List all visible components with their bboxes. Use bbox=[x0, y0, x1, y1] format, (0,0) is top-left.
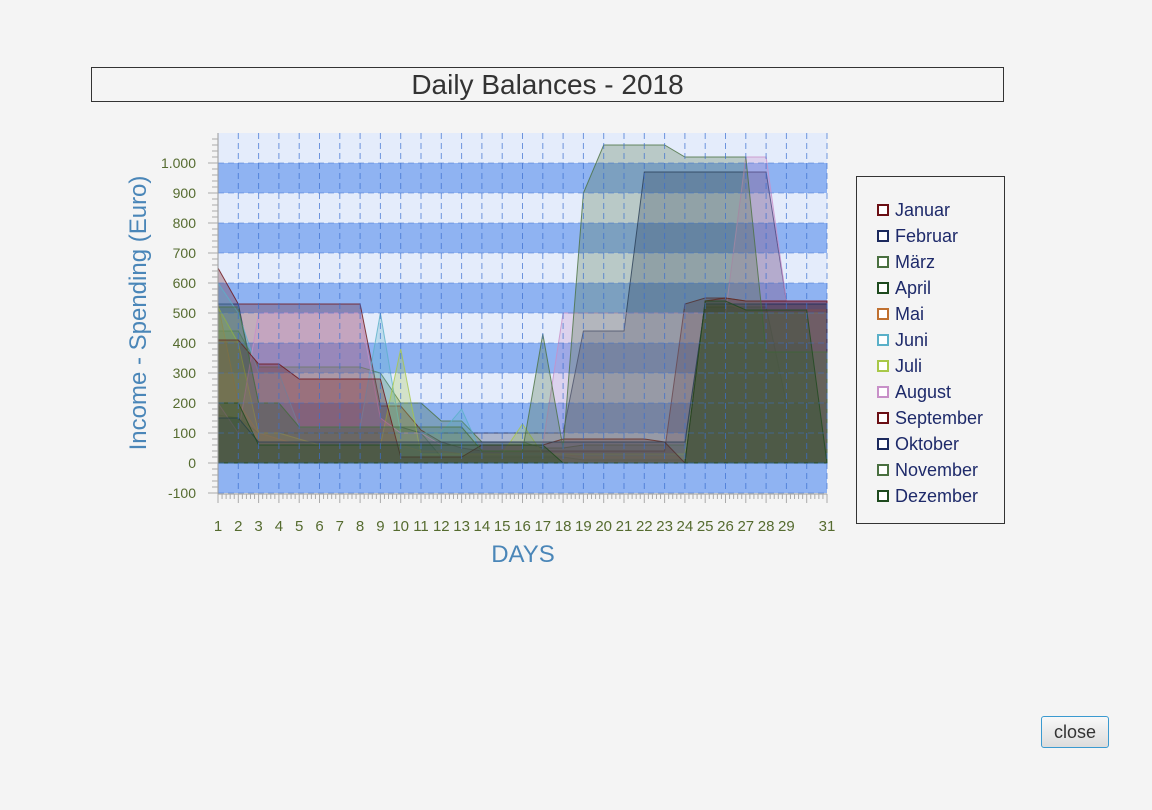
y-tick-label: 300 bbox=[173, 365, 197, 381]
grid-layer bbox=[217, 133, 828, 494]
x-tick-label: 25 bbox=[697, 518, 714, 535]
legend-swatch bbox=[877, 308, 889, 320]
series-area-november bbox=[217, 144, 828, 464]
x-tick-label: 11 bbox=[413, 518, 429, 535]
legend-label: März bbox=[895, 251, 935, 272]
x-tick-label: 26 bbox=[717, 518, 734, 535]
legend-label: Juli bbox=[895, 355, 923, 376]
x-tick-label: 17 bbox=[534, 518, 551, 535]
x-tick-label: 12 bbox=[433, 518, 450, 535]
x-tick-label: 18 bbox=[555, 518, 572, 535]
legend-label: April bbox=[895, 277, 932, 298]
x-tick-label: 29 bbox=[778, 518, 795, 535]
y-tick-label: 100 bbox=[173, 425, 197, 441]
x-tick-label: 19 bbox=[575, 518, 592, 535]
x-tick-label: 22 bbox=[636, 518, 653, 535]
y-tick-label: 200 bbox=[173, 395, 197, 411]
legend-label: September bbox=[895, 407, 984, 428]
legend-swatch bbox=[877, 282, 889, 294]
x-tick-label: 10 bbox=[392, 518, 409, 535]
x-tick-label: 7 bbox=[336, 518, 344, 535]
legend-label: Dezember bbox=[895, 485, 979, 506]
x-tick-label: 2 bbox=[234, 518, 242, 535]
y-axis-label: Income - Spending (Euro) bbox=[125, 176, 152, 451]
legend-label: Januar bbox=[895, 199, 951, 220]
legend-label: Mai bbox=[895, 303, 925, 324]
x-tick-label: 23 bbox=[656, 518, 673, 535]
legend-swatch bbox=[877, 386, 889, 398]
legend-label: Februar bbox=[895, 225, 959, 246]
x-tick-label: 6 bbox=[315, 518, 323, 535]
x-tick-label: 8 bbox=[356, 518, 364, 535]
y-tick-label: 400 bbox=[173, 335, 197, 351]
y-tick-label: 500 bbox=[173, 305, 197, 321]
chart-legend: Januar Februar März April Mai Juni Juli August S… bbox=[856, 176, 1005, 524]
x-tick-label: 4 bbox=[275, 518, 283, 535]
close-button[interactable]: close bbox=[1041, 716, 1109, 748]
x-tick-label: 13 bbox=[453, 518, 470, 535]
legend-swatch bbox=[877, 438, 889, 450]
x-tick-label: 14 bbox=[474, 518, 491, 535]
legend-item-märz: März bbox=[857, 249, 1004, 275]
x-tick-label: 5 bbox=[295, 518, 303, 535]
y-tick-label: 1.000 bbox=[161, 155, 196, 171]
y-tick-label: 0 bbox=[188, 455, 196, 471]
legend-label: Oktober bbox=[895, 433, 960, 454]
legend-item-august: August bbox=[857, 379, 1004, 405]
legend-label: Juni bbox=[895, 329, 929, 350]
x-tick-label: 21 bbox=[616, 518, 633, 535]
legend-item-november: November bbox=[857, 457, 1004, 483]
legend-item-februar: Februar bbox=[857, 223, 1004, 249]
x-tick-label: 24 bbox=[677, 518, 694, 535]
x-tick-label: 1 bbox=[214, 518, 222, 535]
x-tick-label: 27 bbox=[737, 518, 754, 535]
legend-label: August bbox=[895, 381, 952, 402]
legend-swatch bbox=[877, 490, 889, 502]
legend-swatch bbox=[877, 412, 889, 424]
y-tick-label: -100 bbox=[168, 485, 196, 501]
legend-item-juli: Juli bbox=[857, 353, 1004, 379]
x-tick-label: 16 bbox=[514, 518, 531, 535]
chart-title: Daily Balances - 2018 bbox=[91, 67, 1004, 102]
legend-swatch bbox=[877, 334, 889, 346]
legend-item-september: September bbox=[857, 405, 1004, 431]
legend-label: November bbox=[895, 459, 979, 480]
x-tick-label: 9 bbox=[376, 518, 384, 535]
legend-swatch bbox=[877, 360, 889, 372]
legend-item-januar: Januar bbox=[857, 197, 1004, 223]
x-tick-label: 15 bbox=[494, 518, 511, 535]
x-tick-label: 28 bbox=[758, 518, 775, 535]
x-axis-label: DAYS bbox=[491, 541, 555, 568]
legend-item-april: April bbox=[857, 275, 1004, 301]
x-tick-label: 3 bbox=[254, 518, 262, 535]
legend-item-oktober: Oktober bbox=[857, 431, 1004, 457]
x-tick-label: 20 bbox=[595, 518, 612, 535]
y-tick-label: 900 bbox=[173, 185, 197, 201]
legend-swatch bbox=[877, 256, 889, 268]
legend-item-juni: Juni bbox=[857, 327, 1004, 353]
legend-swatch bbox=[877, 204, 889, 216]
y-tick-label: 800 bbox=[173, 215, 197, 231]
legend-swatch bbox=[877, 464, 889, 476]
legend-swatch bbox=[877, 230, 889, 242]
y-tick-label: 600 bbox=[173, 275, 197, 291]
legend-item-dezember: Dezember bbox=[857, 483, 1004, 509]
x-tick-label: 31 bbox=[819, 518, 836, 535]
y-tick-label: 700 bbox=[173, 245, 197, 261]
legend-item-mai: Mai bbox=[857, 301, 1004, 327]
